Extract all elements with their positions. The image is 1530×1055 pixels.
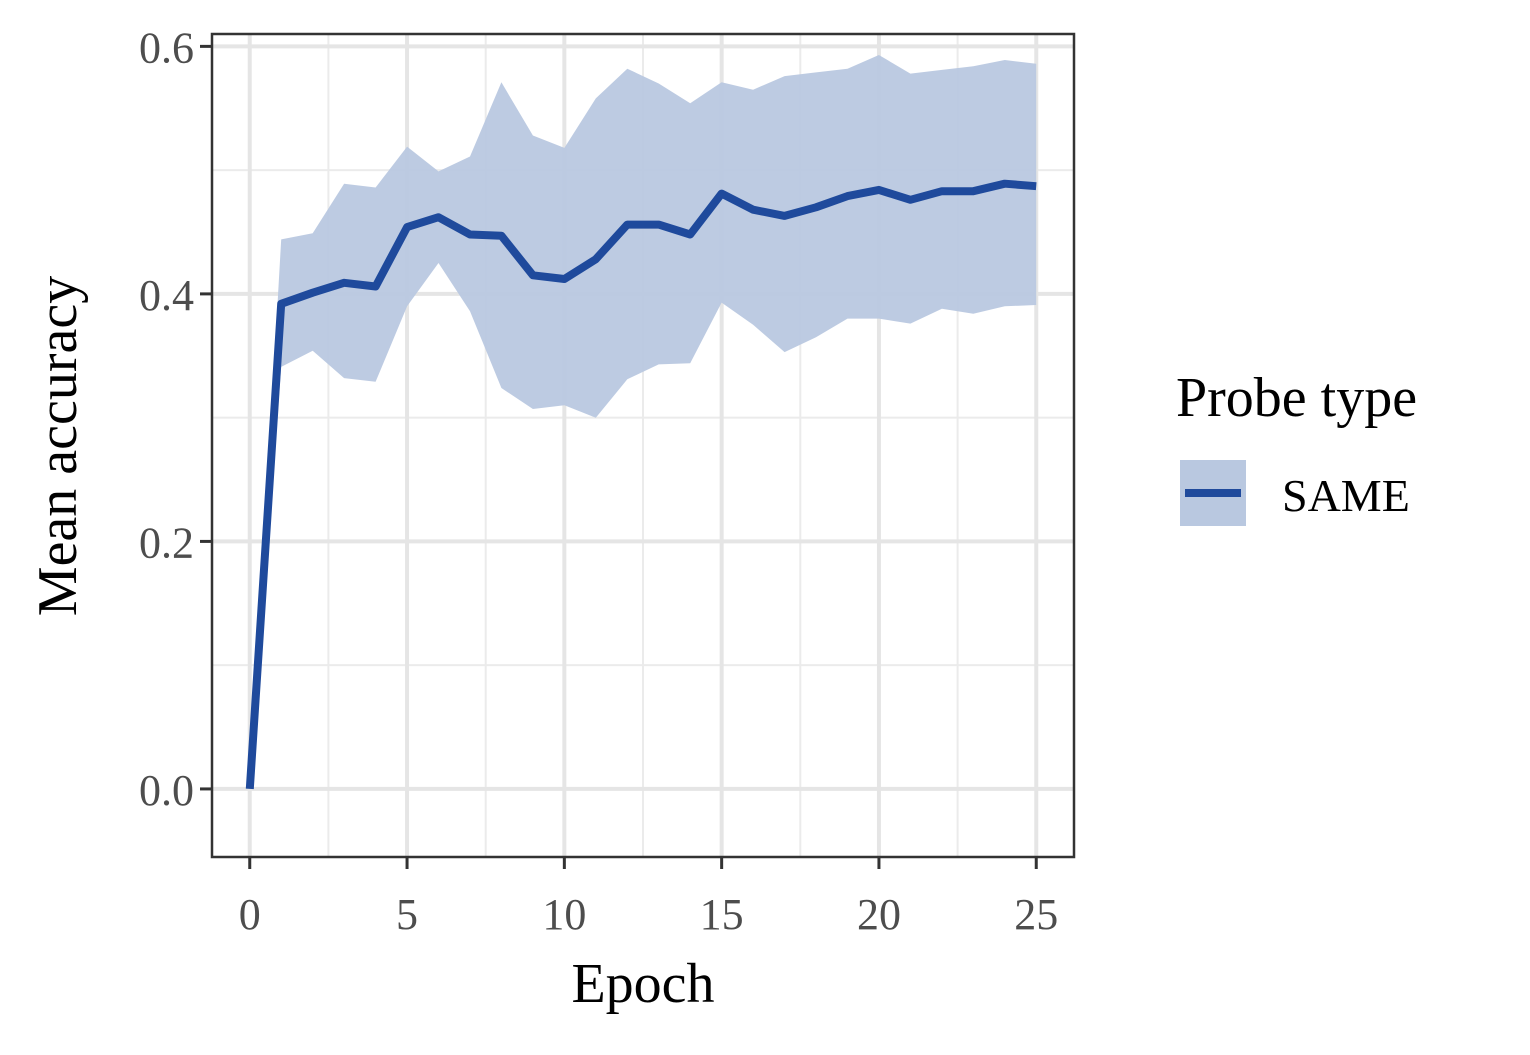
series-line-same <box>245 179 1037 790</box>
legend: Probe type SAME <box>1176 367 1417 526</box>
legend-label-same: SAME <box>1282 470 1410 521</box>
legend-title: Probe type <box>1176 367 1417 429</box>
y-axis-title: Mean accuracy <box>27 276 89 616</box>
y-axis-ticks: 0.0 0.2 0.4 0.6 <box>139 23 212 815</box>
confidence-band-layer <box>249 55 1037 789</box>
x-axis-title: Epoch <box>571 953 714 1015</box>
x-tick-label: 15 <box>700 890 744 939</box>
y-tick-label: 0.0 <box>139 766 194 815</box>
y-tick-label: 0.6 <box>139 23 194 72</box>
x-tick-label: 20 <box>857 890 901 939</box>
series-line-layer <box>245 179 1037 790</box>
x-tick-label: 25 <box>1014 890 1058 939</box>
x-axis-ticks: 0 5 10 15 20 25 <box>239 857 1058 939</box>
y-tick-label: 0.4 <box>139 271 194 320</box>
x-tick-label: 10 <box>542 890 586 939</box>
x-tick-label: 0 <box>239 890 261 939</box>
x-tick-label: 5 <box>396 890 418 939</box>
y-tick-label: 0.2 <box>139 518 194 567</box>
confidence-band-same <box>249 55 1037 789</box>
plot-border <box>210 32 1076 859</box>
